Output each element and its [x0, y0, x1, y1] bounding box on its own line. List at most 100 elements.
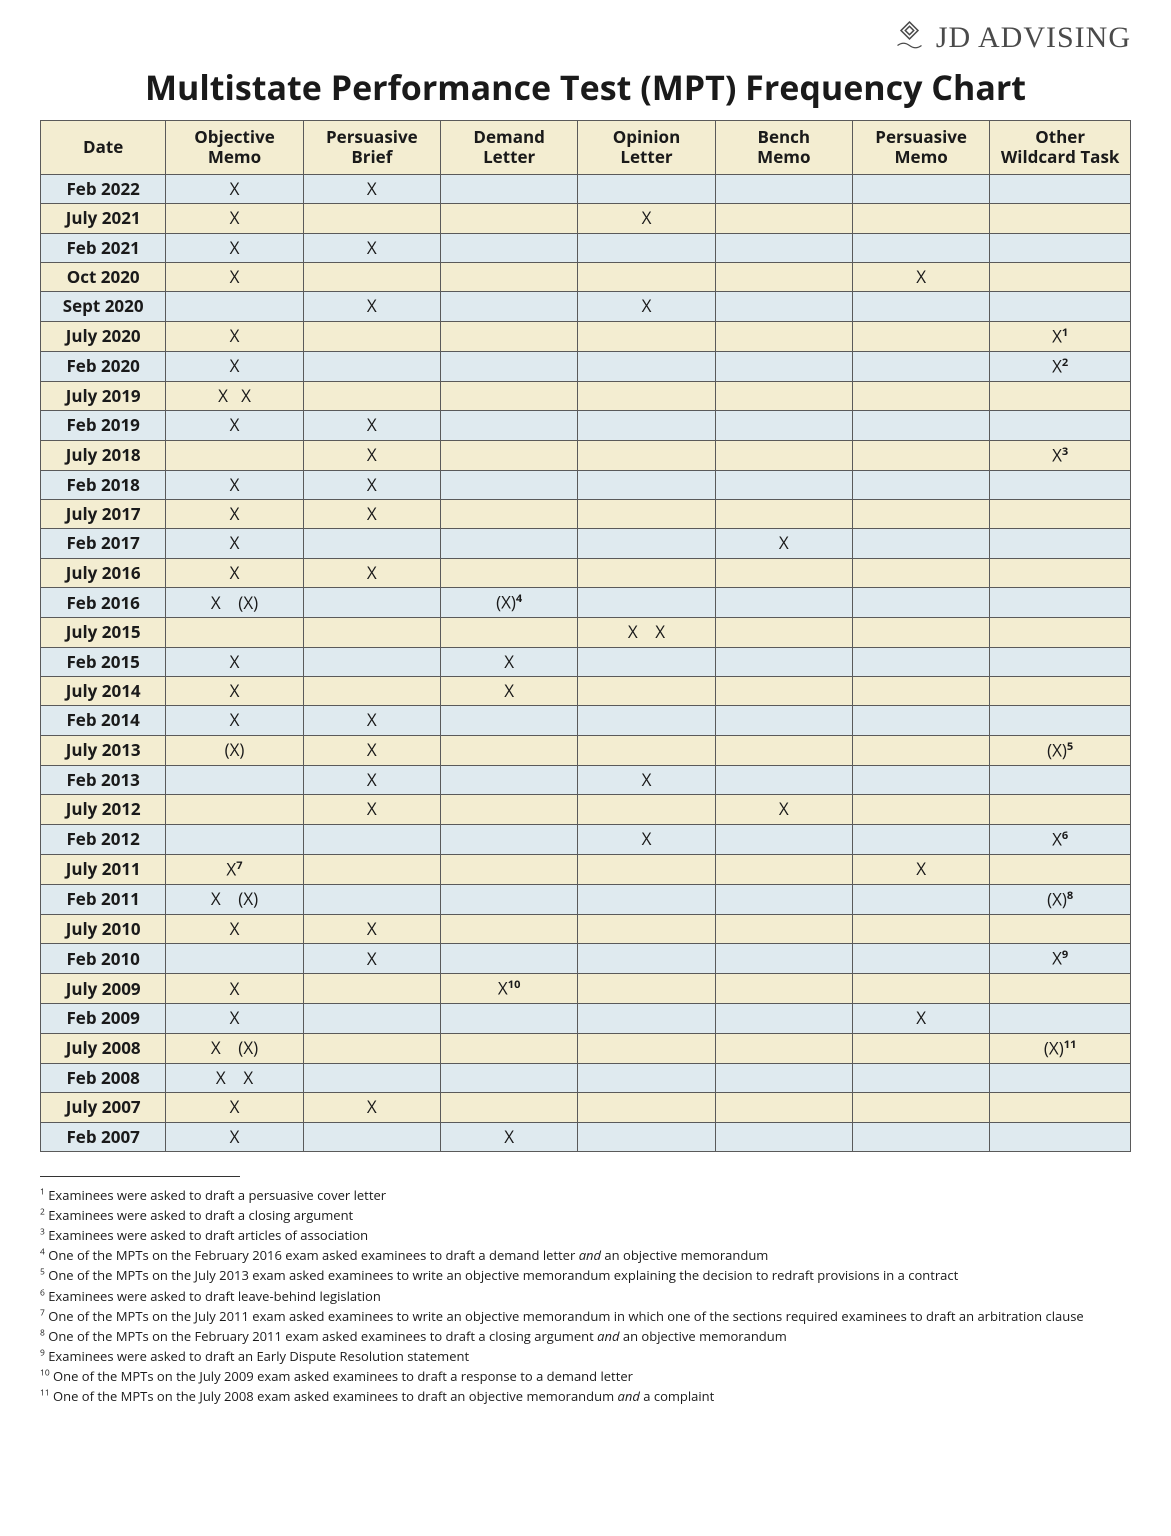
date-cell: July 2015 [41, 618, 166, 647]
table-row: July 2016XX [41, 558, 1131, 587]
data-cell [166, 944, 303, 974]
data-cell [578, 558, 715, 587]
data-cell: (X)8 [990, 884, 1131, 914]
data-cell: X [303, 914, 440, 943]
data-cell [852, 351, 989, 381]
data-cell [578, 174, 715, 203]
data-cell [578, 944, 715, 974]
data-cell [715, 558, 852, 587]
data-cell [990, 1093, 1131, 1122]
data-cell [990, 765, 1131, 794]
data-cell: X [578, 204, 715, 233]
table-row: Feb 2021XX [41, 233, 1131, 262]
table-row: July 2020XX1 [41, 321, 1131, 351]
data-cell [303, 529, 440, 558]
table-row: July 2009XX10 [41, 974, 1131, 1004]
data-cell [715, 470, 852, 499]
data-cell [441, 854, 578, 884]
table-row: Feb 2012XX6 [41, 824, 1131, 854]
data-cell: X [166, 174, 303, 203]
data-cell [441, 381, 578, 410]
data-cell: X [166, 914, 303, 943]
data-cell [852, 558, 989, 587]
data-cell [166, 440, 303, 470]
data-cell [852, 824, 989, 854]
footnote: 5 One of the MPTs on the July 2013 exam … [40, 1265, 1131, 1285]
data-cell [578, 381, 715, 410]
data-cell: X [166, 677, 303, 706]
date-cell: Feb 2007 [41, 1122, 166, 1151]
date-cell: July 2009 [41, 974, 166, 1004]
data-cell: X [852, 854, 989, 884]
data-cell [852, 381, 989, 410]
data-cell [990, 618, 1131, 647]
data-cell [852, 618, 989, 647]
data-cell [441, 529, 578, 558]
col-header: PersuasiveBrief [303, 121, 440, 175]
data-cell [715, 174, 852, 203]
data-cell [441, 500, 578, 529]
data-cell: X [715, 529, 852, 558]
data-cell: X [303, 765, 440, 794]
data-cell: X [303, 233, 440, 262]
table-row: Feb 2018XX [41, 470, 1131, 499]
date-cell: July 2008 [41, 1033, 166, 1063]
data-cell [715, 974, 852, 1004]
data-cell: X [715, 795, 852, 824]
data-cell [441, 735, 578, 765]
data-cell [990, 558, 1131, 587]
data-cell [303, 204, 440, 233]
data-cell [303, 824, 440, 854]
table-row: Oct 2020XX [41, 262, 1131, 291]
date-cell: Feb 2016 [41, 588, 166, 618]
table-row: July 2019X X [41, 381, 1131, 410]
table-row: July 2007XX [41, 1093, 1131, 1122]
data-cell [852, 914, 989, 943]
data-cell: X [303, 470, 440, 499]
data-cell [303, 677, 440, 706]
data-cell: X [303, 735, 440, 765]
data-cell: X [166, 529, 303, 558]
date-cell: July 2010 [41, 914, 166, 943]
col-header: ObjectiveMemo [166, 121, 303, 175]
data-cell [303, 618, 440, 647]
data-cell: (X) [166, 735, 303, 765]
data-cell [578, 470, 715, 499]
data-cell [715, 706, 852, 735]
data-cell [715, 588, 852, 618]
data-cell: X [578, 824, 715, 854]
data-cell [852, 174, 989, 203]
data-cell [715, 381, 852, 410]
data-cell [441, 262, 578, 291]
table-row: July 2010XX [41, 914, 1131, 943]
data-cell [852, 440, 989, 470]
data-cell [441, 233, 578, 262]
date-cell: Feb 2015 [41, 647, 166, 676]
data-cell [441, 795, 578, 824]
data-cell: X [166, 1004, 303, 1033]
data-cell [441, 174, 578, 203]
footnote: 4 One of the MPTs on the February 2016 e… [40, 1245, 1131, 1265]
data-cell: X [441, 677, 578, 706]
data-cell: X2 [990, 351, 1131, 381]
date-cell: Feb 2008 [41, 1063, 166, 1092]
data-cell [441, 204, 578, 233]
footnote: 1 Examinees were asked to draft a persua… [40, 1185, 1131, 1205]
data-cell [852, 1063, 989, 1092]
data-cell: X7 [166, 854, 303, 884]
frequency-table: DateObjectiveMemoPersuasiveBriefDemandLe… [40, 120, 1131, 1152]
date-cell: Feb 2011 [41, 884, 166, 914]
data-cell: X [166, 351, 303, 381]
data-cell: X9 [990, 944, 1131, 974]
footnote: 3 Examinees were asked to draft articles… [40, 1225, 1131, 1245]
data-cell: X [166, 647, 303, 676]
data-cell [852, 795, 989, 824]
data-cell [303, 381, 440, 410]
data-cell [441, 411, 578, 440]
data-cell [715, 1004, 852, 1033]
data-cell [578, 1063, 715, 1092]
data-cell: X [166, 321, 303, 351]
data-cell [852, 647, 989, 676]
data-cell: X1 [990, 321, 1131, 351]
data-cell [441, 1093, 578, 1122]
